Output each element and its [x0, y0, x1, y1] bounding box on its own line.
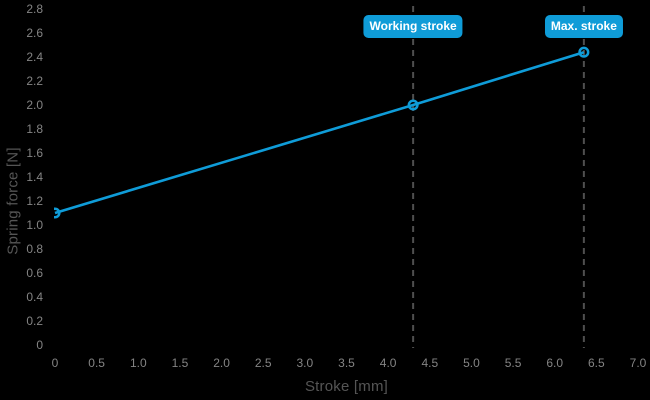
series-line — [54, 50, 585, 215]
x-tick-label: 6.5 — [588, 356, 605, 370]
x-tick-label: 6.0 — [546, 356, 563, 370]
y-tick-label: 1.0 — [26, 218, 43, 232]
x-tick-label: 0.5 — [88, 356, 105, 370]
y-tick-label: 0.2 — [26, 314, 43, 328]
data-point-marker — [407, 99, 419, 111]
x-tick-label: 4.0 — [380, 356, 397, 370]
annotation-badge: Max. stroke — [544, 15, 623, 38]
y-tick-label: 1.6 — [26, 146, 43, 160]
y-tick-label: 2.4 — [26, 50, 43, 64]
y-tick-label: 2.2 — [26, 74, 43, 88]
y-tick-label: 2.8 — [26, 2, 43, 16]
data-point-marker — [578, 46, 590, 58]
x-axis-title: Stroke [mm] — [304, 378, 389, 395]
y-tick-label: 0.6 — [26, 266, 43, 280]
x-tick-label: 0 — [52, 356, 59, 370]
y-tick-label: 2.0 — [26, 98, 43, 112]
y-axis-title: Spring force [N] — [4, 147, 22, 255]
y-tick-label: 0.4 — [26, 290, 43, 304]
x-tick-label: 5.0 — [463, 356, 480, 370]
x-tick-label: 1.5 — [172, 356, 189, 370]
y-tick-label: 1.8 — [26, 122, 43, 136]
y-tick-label: 0.8 — [26, 242, 43, 256]
x-tick-label: 2.0 — [213, 356, 230, 370]
x-tick-label: 1.0 — [130, 356, 147, 370]
y-tick-label: 1.4 — [26, 170, 43, 184]
y-tick-label: 0 — [36, 338, 43, 352]
y-tick-label: 2.6 — [26, 26, 43, 40]
x-tick-label: 4.5 — [421, 356, 438, 370]
data-point-marker — [54, 207, 61, 219]
x-tick-label: 5.5 — [505, 356, 522, 370]
x-tick-label: 7.0 — [630, 356, 647, 370]
y-tick-label: 1.2 — [26, 194, 43, 208]
annotation-badge: Working stroke — [363, 15, 463, 38]
x-tick-label: 2.5 — [255, 356, 272, 370]
x-tick-label: 3.5 — [338, 356, 355, 370]
x-tick-label: 3.0 — [297, 356, 314, 370]
